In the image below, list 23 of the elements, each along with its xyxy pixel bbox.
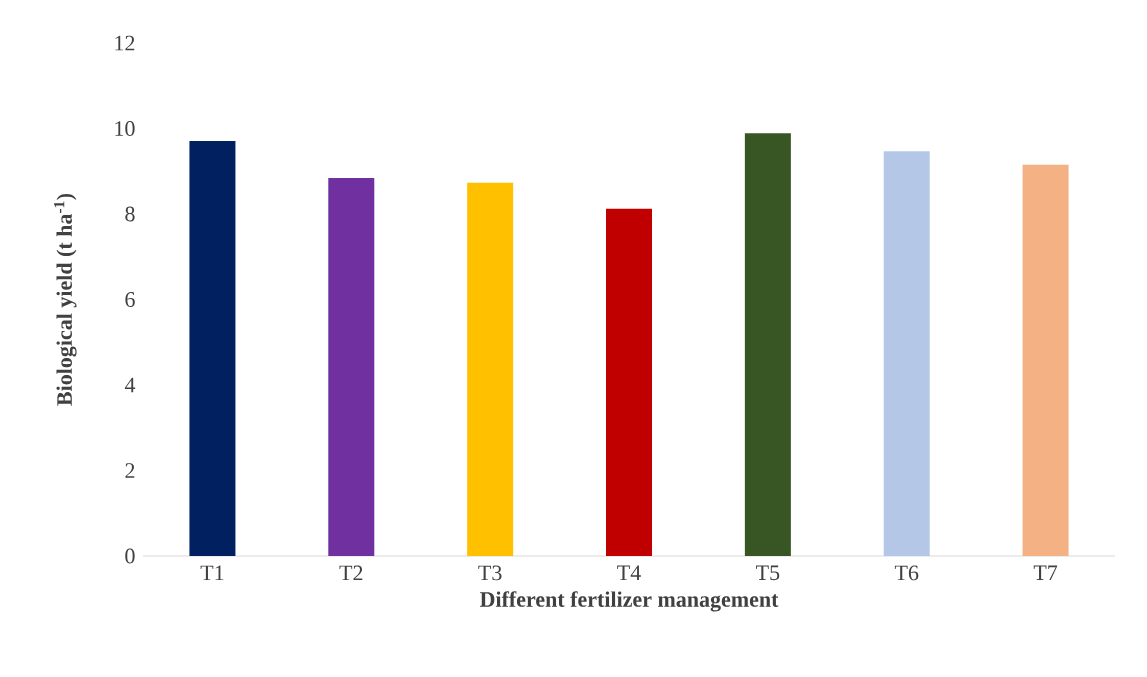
x-tick-label: T4	[617, 565, 641, 581]
x-tick-label: T1	[200, 565, 224, 581]
y-tick-label: 2	[125, 463, 135, 478]
y-tick-label: 10	[115, 121, 135, 136]
bar	[744, 133, 791, 556]
y-axis-title: Biological yield (t ha$^{-1}$)	[54, 193, 77, 406]
y-tick-label: 12	[115, 35, 135, 51]
bar	[189, 140, 236, 556]
y-tick-label: 0	[125, 548, 135, 564]
bar	[883, 151, 930, 556]
y-tick-label: 6	[125, 292, 135, 307]
x-tick-label: T6	[894, 565, 919, 581]
bar	[606, 208, 653, 556]
x-tick-label: T7	[1033, 565, 1058, 580]
bar	[328, 178, 375, 556]
bar	[467, 182, 514, 556]
y-tick-label: 4	[124, 377, 136, 393]
bar	[1022, 164, 1069, 556]
x-tick-label: T5	[756, 565, 780, 581]
x-tick-label: T2	[339, 565, 363, 581]
x-tick-label: T3	[478, 565, 502, 581]
x-axis-title: Different fertilizer management	[479, 591, 779, 612]
y-tick-label: 8	[125, 206, 135, 222]
